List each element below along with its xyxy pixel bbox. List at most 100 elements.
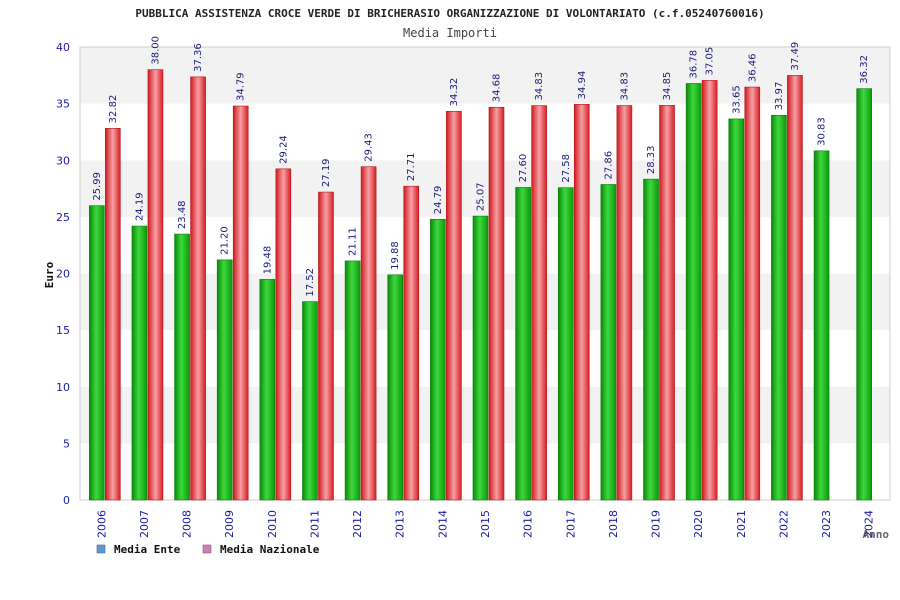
x-tick-label: 2020 [692,510,705,538]
x-tick-label: 2006 [95,510,108,538]
bar-media-nazionale [147,69,164,501]
data-label: 34.79 [236,72,247,101]
y-tick-label: 0 [63,494,70,507]
bars [89,69,872,501]
bar-media-ente [856,88,872,501]
y-tick-label: 5 [63,437,70,450]
y-tick-label: 35 [56,98,70,111]
bar-media-nazionale [744,86,761,501]
data-label: 37.36 [193,43,204,72]
data-label: 34.94 [577,71,588,100]
data-label: 34.68 [492,74,503,103]
x-axis-label: Anno [863,528,890,541]
x-tick-label: 2013 [394,510,407,538]
bar-media-nazionale [403,185,420,501]
data-label: 17.52 [305,268,316,297]
data-label: 29.24 [278,135,289,164]
bar-media-nazionale [573,104,590,501]
bar-media-nazionale [531,105,547,501]
bar-media-ente [430,218,446,501]
bar-media-nazionale [488,106,505,501]
bar-media-ente [771,114,787,501]
bar-media-ente [387,274,404,501]
bar-media-ente [557,187,574,501]
bar-media-ente [131,225,148,501]
data-label: 21.11 [348,227,359,256]
data-label: 32.82 [108,95,119,124]
data-labels: 25.99 24.19 23.48 21.20 19.48 17.52 21.11 19.88… [92,36,870,297]
data-label: 37.49 [790,42,801,71]
data-label: 29.43 [364,133,375,162]
data-label: 34.32 [449,78,460,107]
data-label: 38.00 [150,36,161,65]
bar-media-ente [174,233,190,501]
x-tick-label: 2016 [522,510,535,538]
data-label: 34.85 [662,72,673,101]
x-tick-label: 2022 [777,510,790,538]
data-label: 19.48 [262,246,273,275]
bar-media-nazionale [701,80,718,501]
x-tick-label: 2012 [351,510,364,538]
bar-media-ente [728,118,745,501]
data-label: 33.65 [731,85,742,114]
data-label: 23.48 [177,200,188,229]
chart-title: PUBBLICA ASSISTENZA CROCE VERDE DI BRICH… [135,7,764,20]
bar-media-nazionale [105,128,121,501]
bar-media-ente [472,215,489,501]
y-tick-label: 25 [56,211,70,224]
chart-subtitle: Media Importi [403,26,497,40]
data-label: 25.07 [476,182,487,211]
bar-media-nazionale [275,168,292,501]
y-tick-label: 30 [56,154,70,167]
x-tick-label: 2010 [266,510,279,538]
x-tick-label: 2019 [650,510,663,538]
bar-media-ente [600,184,617,501]
y-tick-label: 10 [56,381,70,394]
y-tick-label: 15 [56,324,70,337]
x-tick-label: 2023 [820,510,833,538]
bar-media-nazionale [190,76,206,501]
data-label: 28.33 [646,146,657,175]
bar-media-nazionale [318,191,334,501]
x-tick-label: 2007 [138,510,151,538]
bar-media-ente [89,205,105,501]
bar-media-nazionale [787,75,803,501]
bar-media-ente [813,150,830,501]
legend-label-media-nazionale: Media Nazionale [220,543,320,556]
data-label: 33.97 [774,82,785,111]
bar-media-ente [259,279,276,501]
data-label: 24.19 [134,192,145,221]
bar-media-nazionale [659,105,675,501]
data-label: 27.71 [406,153,417,182]
data-label: 19.88 [390,241,401,270]
x-tick-label: 2017 [564,510,577,538]
data-label: 24.79 [433,186,444,215]
data-label: 36.78 [689,50,700,79]
data-label: 21.20 [220,226,231,255]
bar-media-nazionale [616,105,633,501]
legend-label-media-ente: Media Ente [114,543,181,556]
bar-media-ente [643,178,659,501]
legend: Media Ente Media Nazionale [96,543,320,556]
x-axis-ticks: 2006 2007 2008 2009 2010 2011 2012 2013 2014 2015… [95,510,875,538]
data-label: 27.60 [518,154,529,183]
bar-media-nazionale [360,166,377,501]
data-label: 25.99 [92,172,103,201]
x-tick-label: 2008 [181,510,194,538]
bar-media-nazionale [446,111,462,501]
x-tick-label: 2009 [223,510,236,538]
data-label: 37.05 [705,47,716,76]
bar-media-ente [344,260,361,501]
bar-media-ente [302,301,318,501]
data-label: 36.46 [747,53,758,82]
x-tick-label: 2024 [863,510,876,538]
legend-swatch-media-ente [96,544,106,554]
x-tick-label: 2014 [436,510,449,538]
data-label: 27.86 [603,151,614,180]
data-label: 27.58 [561,154,572,183]
data-label: 34.83 [619,72,630,101]
y-axis-label: Euro [43,261,56,288]
y-axis-ticks: 0 5 10 15 20 25 30 35 40 [56,41,70,507]
legend-swatch-media-nazionale [202,544,212,554]
